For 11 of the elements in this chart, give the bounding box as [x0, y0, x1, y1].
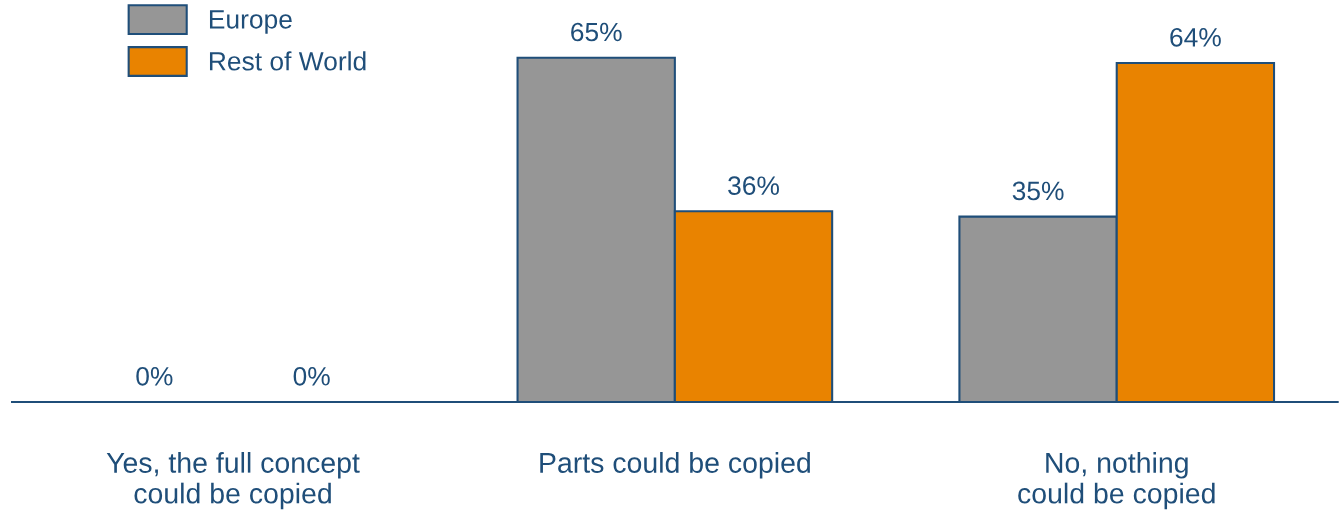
x-tick-label: Parts could be copied: [540, 452, 810, 479]
data-label: 65%: [571, 22, 622, 42]
data-label: 0%: [293, 366, 330, 386]
data-label: 0%: [136, 366, 173, 386]
data-label: 35%: [1012, 181, 1064, 201]
x-tick-label: No, nothing could be copied: [1018, 452, 1215, 510]
data-label: 64%: [1170, 27, 1221, 47]
x-tick-label: Yes, the full concept could be copied: [106, 452, 360, 510]
legend-label: Europe: [209, 10, 292, 34]
legend-label: Rest of World: [209, 51, 366, 71]
data-label: 36%: [728, 176, 779, 195]
